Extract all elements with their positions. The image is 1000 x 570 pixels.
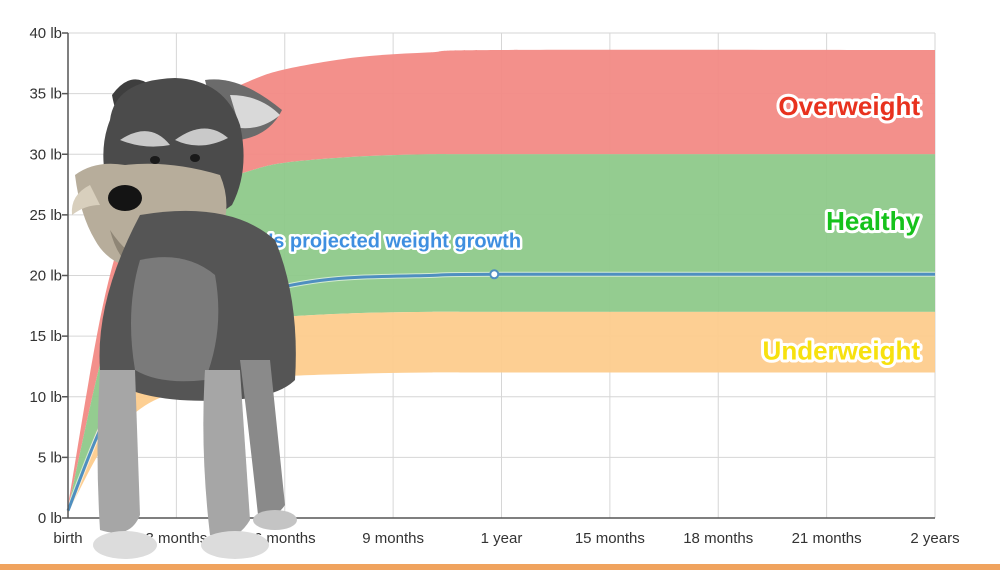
x-tick-label: 15 months — [575, 530, 645, 547]
y-tick-label: 15 lb — [29, 328, 62, 345]
band-healthy — [68, 154, 935, 512]
y-tick-label: 20 lb — [29, 268, 62, 285]
x-tick-labels: birth 3 months 6 months 9 months 1 year 15 mo… — [53, 530, 959, 547]
x-tick-label: 9 months — [362, 530, 424, 547]
x-tick-label: 21 months — [792, 530, 862, 547]
x-tick-label: 6 months — [254, 530, 316, 547]
y-tick-label: 5 lb — [38, 449, 62, 466]
y-tick-label: 30 lb — [29, 146, 62, 163]
y-tick-labels: 0 lb 5 lb 10 lb 15 lb 20 lb 25 lb 30 lb 35 lb 40… — [29, 25, 62, 527]
bottom-rule — [0, 564, 1000, 570]
y-tick-label: 35 lb — [29, 86, 62, 103]
x-tick-label: birth — [53, 530, 82, 547]
band-label-underweight: Underweight — [763, 336, 921, 366]
x-tick-label: 3 months — [146, 530, 208, 547]
growth-marker — [489, 269, 500, 280]
x-tick-label: 18 months — [683, 530, 753, 547]
x-tick-label: 2 years — [910, 530, 959, 547]
band-label-healthy: Healthy — [826, 206, 920, 236]
band-overweight — [68, 49, 935, 510]
y-tick-label: 25 lb — [29, 207, 62, 224]
y-tick-label: 0 lb — [38, 510, 62, 527]
band-labels: Overweight Healthy Underweight — [760, 88, 924, 369]
x-tick-label: 1 year — [481, 530, 523, 547]
y-tick-label: 40 lb — [29, 25, 62, 42]
schnauzer-dog-illustration — [71, 78, 297, 559]
y-tick-label: 10 lb — [29, 389, 62, 406]
band-label-overweight: Overweight — [778, 91, 920, 121]
